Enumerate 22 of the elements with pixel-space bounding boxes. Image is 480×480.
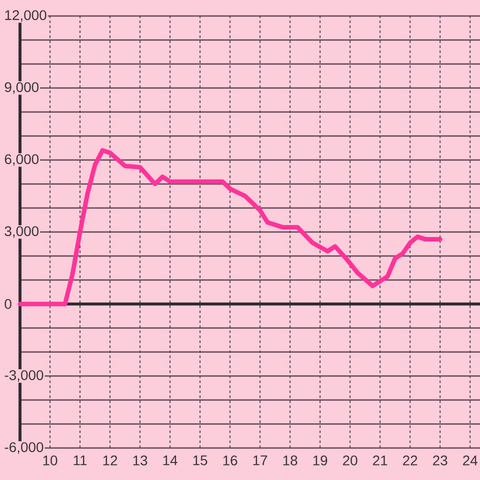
y-tick-label: 12,000 <box>5 10 46 22</box>
x-tick-label: 18 <box>283 456 298 466</box>
x-tick-label: 15 <box>193 456 208 466</box>
y-tick-label: 3,000 <box>4 226 39 238</box>
y-tick-label: -3,000 <box>4 370 44 382</box>
y-tick-label: 9,000 <box>4 82 39 94</box>
x-tick-label: 10 <box>43 456 58 466</box>
x-tick-label: 23 <box>433 456 448 466</box>
x-tick-label: 12 <box>103 456 118 466</box>
x-tick-label: 19 <box>313 456 328 466</box>
x-tick-label: 11 <box>74 456 87 466</box>
y-tick-label: 6,000 <box>4 154 39 166</box>
x-tick-label: 17 <box>253 456 268 466</box>
x-tick-label: 22 <box>403 456 418 466</box>
x-tick-label: 20 <box>343 456 358 466</box>
x-tick-label: 24 <box>463 456 478 466</box>
x-tick-label: 14 <box>163 456 178 466</box>
x-tick-label: 16 <box>223 456 238 466</box>
y-tick-label: 0 <box>4 299 12 309</box>
x-tick-label: 21 <box>373 456 388 466</box>
x-tick-label: 13 <box>133 456 148 466</box>
y-tick-label: -6,000 <box>4 442 44 454</box>
